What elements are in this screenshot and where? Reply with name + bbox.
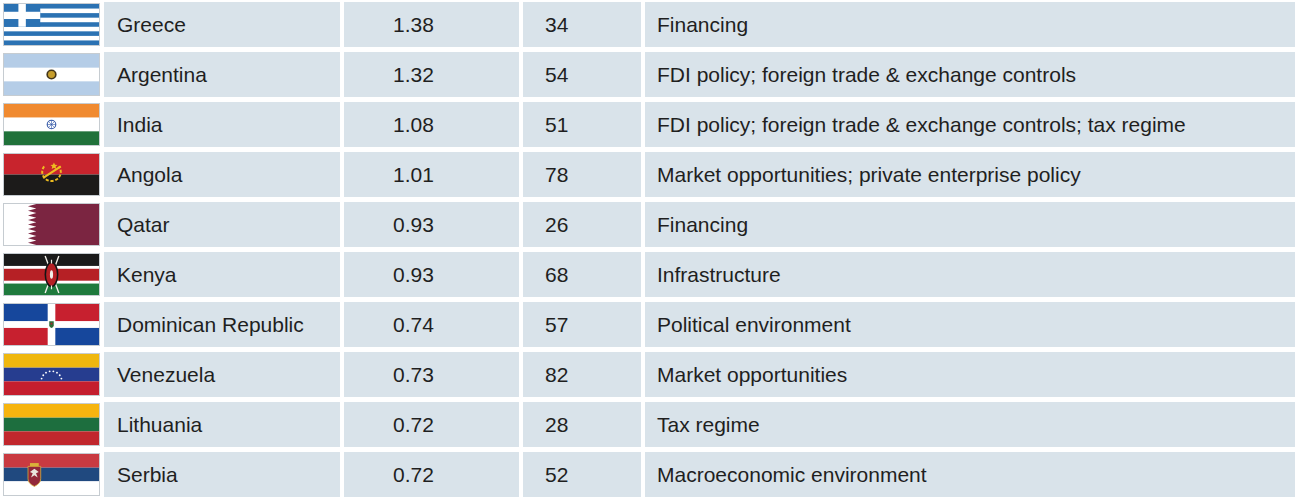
- value-cell-1: 1.08: [344, 102, 519, 147]
- greece-flag-icon: [3, 3, 100, 46]
- table-row: Dominican Republic 0.74 57 Political env…: [0, 302, 1300, 347]
- angola-flag-icon: [3, 153, 100, 196]
- value-cell-1: 0.74: [344, 302, 519, 347]
- table-row: Kenya 0.93 68 Infrastructure: [0, 252, 1300, 297]
- country-cell: Serbia: [104, 452, 340, 497]
- value-cell-1: 1.38: [344, 2, 519, 47]
- qatar-flag-icon: [3, 203, 100, 246]
- table-row: Greece 1.38 34 Financing: [0, 2, 1300, 47]
- description-cell: Market opportunities; private enterprise…: [645, 152, 1295, 197]
- country-cell: Venezuela: [104, 352, 340, 397]
- description-cell: Financing: [645, 2, 1295, 47]
- description-cell: Infrastructure: [645, 252, 1295, 297]
- value-cell-2: 26: [523, 202, 641, 247]
- value-cell-2: 78: [523, 152, 641, 197]
- table-row: India 1.08 51 FDI policy; foreign trade …: [0, 102, 1300, 147]
- value-cell-2: 51: [523, 102, 641, 147]
- country-cell: Dominican Republic: [104, 302, 340, 347]
- serbia-flag-icon: [3, 453, 100, 496]
- country-cell: Lithuania: [104, 402, 340, 447]
- value-cell-1: 0.93: [344, 252, 519, 297]
- india-flag-icon: [3, 103, 100, 146]
- value-cell-2: 57: [523, 302, 641, 347]
- value-cell-1: 0.93: [344, 202, 519, 247]
- description-cell: FDI policy; foreign trade & exchange con…: [645, 52, 1295, 97]
- description-cell: Political environment: [645, 302, 1295, 347]
- value-cell-2: 54: [523, 52, 641, 97]
- value-cell-2: 34: [523, 2, 641, 47]
- description-cell: Tax regime: [645, 402, 1295, 447]
- value-cell-2: 82: [523, 352, 641, 397]
- table-row: Serbia 0.72 52 Macroeconomic environment: [0, 452, 1300, 497]
- table-row: Venezuela 0.73 82 Market opportunities: [0, 352, 1300, 397]
- value-cell-2: 28: [523, 402, 641, 447]
- argentina-flag-icon: [3, 53, 100, 96]
- country-ranking-table: Greece 1.38 34 Financing Argentina 1.32 …: [0, 0, 1300, 499]
- kenya-flag-icon: [3, 253, 100, 296]
- dominican-republic-flag-icon: [3, 303, 100, 346]
- table-row: Argentina 1.32 54 FDI policy; foreign tr…: [0, 52, 1300, 97]
- venezuela-flag-icon: [3, 353, 100, 396]
- country-cell: Qatar: [104, 202, 340, 247]
- country-cell: Angola: [104, 152, 340, 197]
- table-row: Angola 1.01 78 Market opportunities; pri…: [0, 152, 1300, 197]
- country-cell: India: [104, 102, 340, 147]
- description-cell: Financing: [645, 202, 1295, 247]
- lithuania-flag-icon: [3, 403, 100, 446]
- value-cell-1: 0.73: [344, 352, 519, 397]
- description-cell: FDI policy; foreign trade & exchange con…: [645, 102, 1295, 147]
- value-cell-1: 1.32: [344, 52, 519, 97]
- value-cell-1: 1.01: [344, 152, 519, 197]
- value-cell-1: 0.72: [344, 402, 519, 447]
- country-cell: Greece: [104, 2, 340, 47]
- value-cell-2: 68: [523, 252, 641, 297]
- description-cell: Macroeconomic environment: [645, 452, 1295, 497]
- value-cell-1: 0.72: [344, 452, 519, 497]
- table-row: Lithuania 0.72 28 Tax regime: [0, 402, 1300, 447]
- country-cell: Kenya: [104, 252, 340, 297]
- value-cell-2: 52: [523, 452, 641, 497]
- country-cell: Argentina: [104, 52, 340, 97]
- description-cell: Market opportunities: [645, 352, 1295, 397]
- table-row: Qatar 0.93 26 Financing: [0, 202, 1300, 247]
